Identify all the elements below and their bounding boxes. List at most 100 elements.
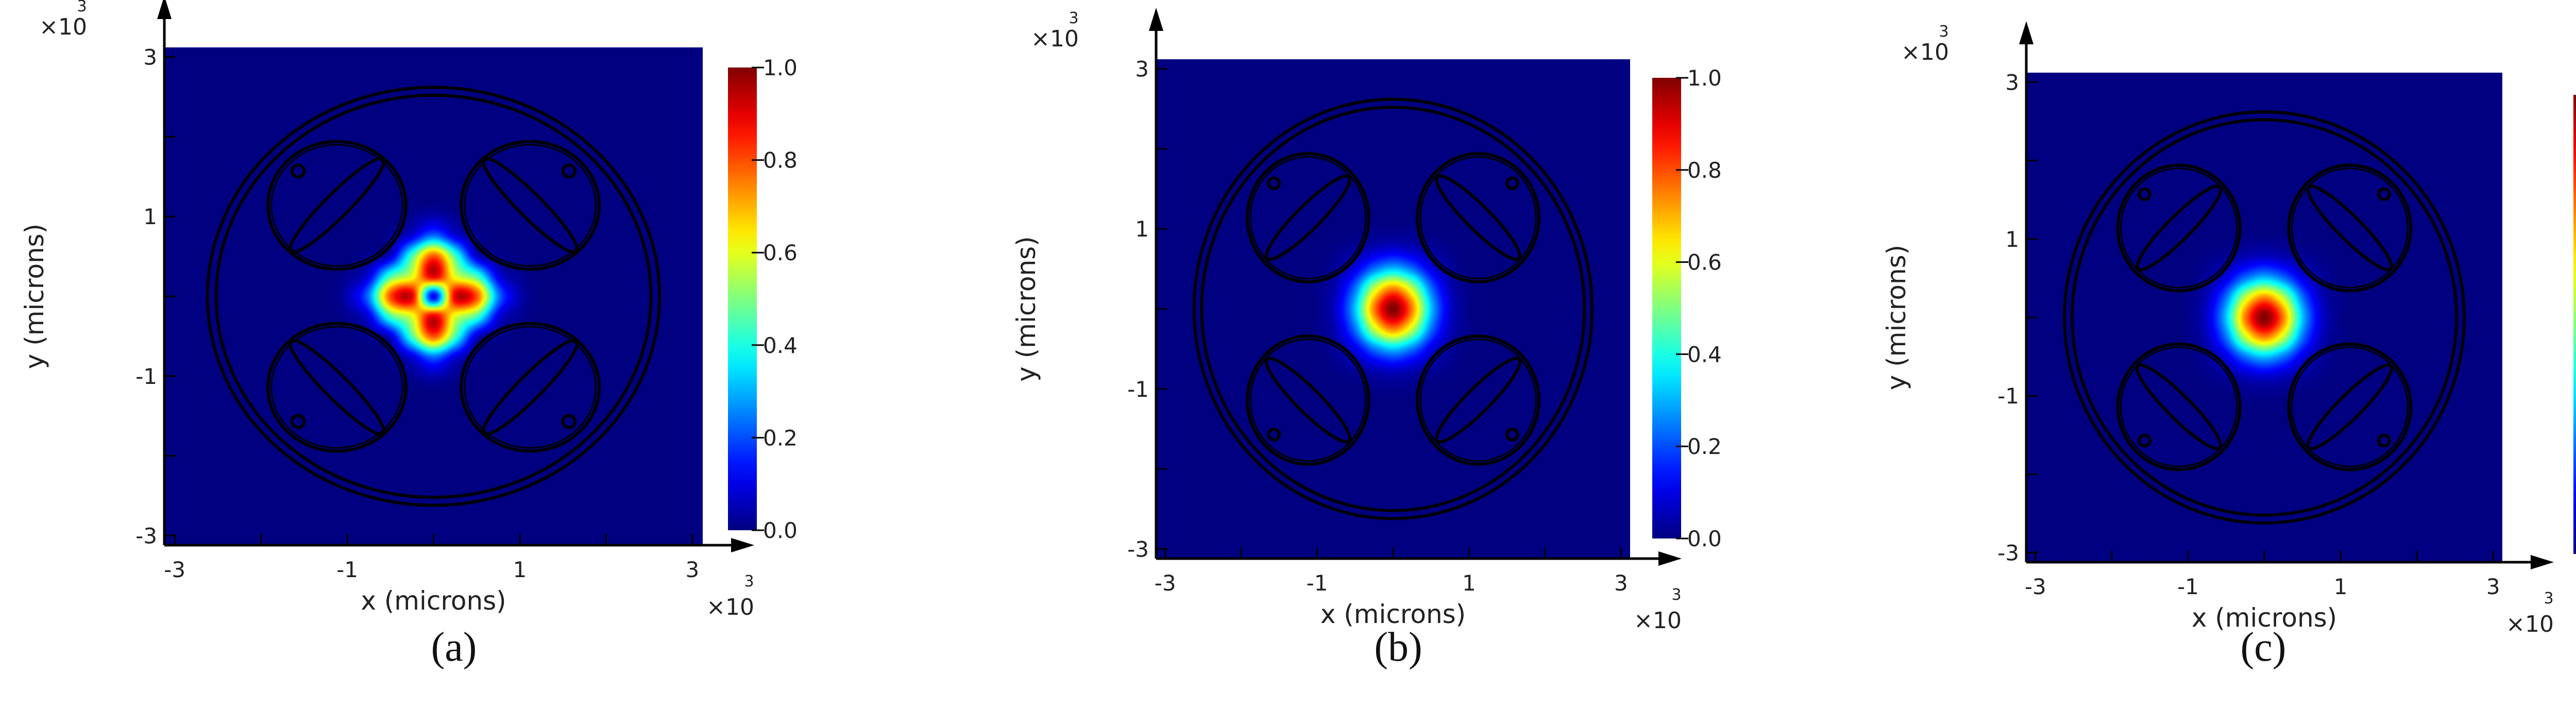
inclusion-lens [481, 157, 579, 255]
x-tick-label: 1 [1462, 570, 1476, 596]
y-tick-label: 3 [1135, 57, 1149, 82]
x-tick-label: 1 [2334, 574, 2348, 599]
y-axis-multiplier-exponent: 3 [1069, 9, 1078, 27]
y-axis-arrow-icon [157, 0, 172, 19]
inclusion-marker [2138, 187, 2151, 201]
outer-cladding-ring [1192, 97, 1594, 520]
colorbar-tick-label: 1.0 [763, 55, 798, 80]
inclusion-circle-inner [2291, 346, 2409, 467]
y-axis-label: y (microns) [1011, 236, 1041, 381]
outer-cladding-ring [2063, 110, 2466, 525]
x-tick-label: -1 [1307, 570, 1328, 596]
inclusion-circle-inner [1249, 156, 1367, 279]
y-axis-multiplier: ×10 [1901, 39, 1949, 65]
inclusion-circle [1416, 334, 1541, 466]
x-tick-label: -3 [164, 557, 185, 582]
y-axis-multiplier-exponent: 3 [77, 0, 87, 15]
x-tick-label: 3 [2486, 574, 2500, 599]
inclusion-circle [460, 322, 601, 453]
colorbar-tick-label: 0.2 [1687, 434, 1722, 459]
inclusion-circle [2287, 163, 2413, 293]
inclusion-circle [266, 140, 408, 271]
inclusion-circle-inner [2120, 346, 2238, 467]
inclusion-circle-inner [2120, 167, 2238, 289]
y-tick-label: -1 [1127, 377, 1149, 402]
y-axis-multiplier-exponent: 3 [1939, 23, 1948, 41]
axes [2019, 21, 2554, 569]
colorbar [1652, 78, 1681, 538]
inclusion-marker [1505, 427, 1519, 442]
inclusion-circle [1245, 334, 1370, 466]
inclusion-circle [2116, 342, 2242, 472]
inclusion-marker [2138, 433, 2151, 448]
y-axis-label: y (microns) [20, 224, 49, 369]
x-tick-label: -3 [2025, 574, 2046, 599]
colorbar-tick-label: 0.2 [763, 425, 798, 450]
inclusion-circle-inner [1249, 339, 1367, 462]
inclusion-circle-inner [1419, 339, 1537, 462]
y-axis-multiplier: ×10 [1031, 26, 1079, 52]
colorbar [728, 68, 757, 530]
inclusion-circle [460, 140, 601, 271]
fiber-structure-outline [2063, 110, 2466, 525]
inclusion-marker [2377, 187, 2391, 201]
y-tick-label: -1 [1997, 383, 2019, 409]
y-axis-arrow-icon [2019, 21, 2033, 44]
inclusion-lens [288, 157, 386, 255]
x-axis-multiplier-exponent: 3 [2544, 590, 2553, 608]
x-tick-label: -1 [336, 557, 358, 582]
inclusion-marker [1267, 427, 1281, 442]
intensity-heatmap [164, 47, 703, 545]
inclusion-lens [2135, 363, 2223, 450]
inclusion-lens [288, 338, 386, 436]
inclusion-circle [2287, 342, 2413, 472]
x-tick-label: 1 [513, 557, 527, 582]
x-axis-multiplier: ×10 [706, 594, 754, 620]
x-tick-label: 3 [686, 557, 700, 582]
inclusion-lens [1435, 357, 1522, 444]
colorbar-tick-label: 0.8 [1687, 158, 1722, 183]
inclusion-circle-inner [464, 144, 597, 267]
inclusion-circle [1416, 152, 1541, 283]
x-axis-multiplier-exponent: 3 [1671, 586, 1681, 604]
inclusion-lens [481, 338, 579, 436]
x-axis-arrow-icon [1658, 551, 1682, 566]
axes [157, 0, 754, 552]
y-axis-multiplier: ×10 [39, 14, 87, 40]
inclusion-lens [1264, 174, 1351, 261]
y-tick-label: -3 [1997, 541, 2019, 566]
inclusion-lens [2135, 184, 2223, 272]
inclusion-circle-inner [2291, 167, 2409, 289]
fiber-structure-outline [1192, 97, 1594, 520]
inclusion-circle-inner [464, 326, 597, 449]
colorbar-tick-label: 0.0 [763, 518, 798, 543]
x-axis-multiplier-exponent: 3 [744, 573, 754, 591]
inclusion-circle [2116, 163, 2242, 293]
inclusion-marker [561, 414, 577, 429]
x-axis-multiplier: ×10 [1634, 608, 1682, 634]
intensity-heatmap [1156, 59, 1630, 559]
inclusion-circle-inner [1419, 156, 1537, 279]
y-tick-label: 1 [1135, 216, 1149, 242]
axes [1149, 8, 1682, 566]
colorbar-tick-label: 0.6 [763, 240, 798, 265]
panel-caption: (a) [431, 625, 477, 670]
colorbar-tick-label: 0.8 [763, 148, 798, 173]
panel-caption: (b) [1374, 625, 1422, 670]
inclusion-lens [1435, 174, 1522, 261]
y-tick-label: -3 [1127, 536, 1149, 562]
colorbar-tick-label: 1.0 [1687, 65, 1722, 91]
inclusion-lens [2306, 184, 2394, 272]
x-tick-label: 3 [1614, 570, 1628, 596]
y-tick-label: -3 [135, 523, 157, 548]
y-tick-label: 1 [2005, 227, 2019, 252]
y-tick-label: -1 [135, 364, 157, 389]
y-tick-label: 3 [2005, 70, 2019, 95]
inclusion-marker [1267, 176, 1281, 191]
inclusion-marker [290, 163, 306, 179]
colorbar-tick-label: 0.0 [1687, 526, 1722, 551]
inclusion-circle [266, 322, 408, 453]
colorbar-tick-label: 0.4 [763, 333, 798, 358]
x-axis-arrow-icon [2531, 555, 2554, 569]
